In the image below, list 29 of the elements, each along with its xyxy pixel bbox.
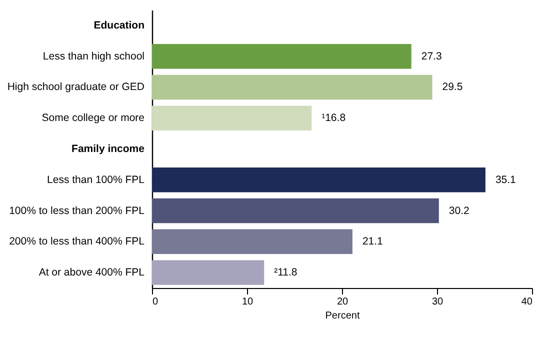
x-tick-label: 10 [242,296,254,308]
y-tick-label: Some college or more [42,112,145,124]
bar [152,198,439,224]
y-tick-label: Education [94,19,144,32]
y-tick-label: High school graduate or GED [7,81,145,94]
y-tick-label: Family income [72,143,145,155]
data-label: 35.1 [495,174,516,186]
data-label: ²11.8 [274,266,298,279]
bar [152,74,432,100]
bar [152,260,264,285]
bar [152,168,486,192]
x-tick-label: 20 [336,296,348,308]
x-tick-label: 0 [152,296,158,308]
x-tick-label: 30 [432,296,444,308]
x-axis-title: Percent [325,310,360,322]
data-label: 21.1 [362,236,384,248]
y-tick-label: Less than 100% FPL [47,174,145,186]
data-label: 30.2 [448,204,470,217]
bar [152,229,352,254]
data-label: 27.3 [421,50,442,62]
y-tick-label: 200% to less than 400% FPL [9,236,145,248]
data-label: ¹16.8 [322,112,346,124]
y-tick-label: Less than high school [42,50,144,62]
bar [152,106,312,130]
x-tick-label: 40 [521,296,533,308]
data-label: 29.5 [442,81,463,94]
y-tick-label: 100% to less than 200% FPL [9,204,145,217]
bar [152,44,412,69]
y-tick-label: At or above 400% FPL [38,266,145,279]
